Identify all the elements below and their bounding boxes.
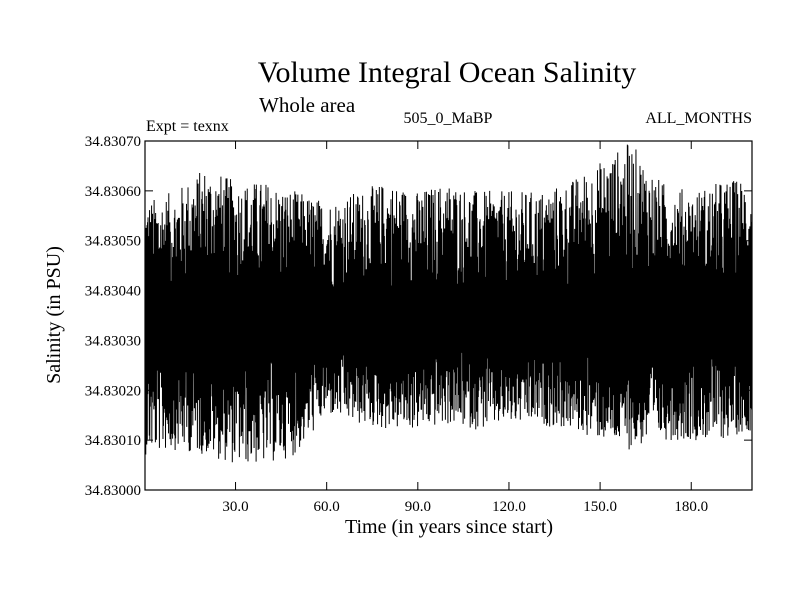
series-layer [144,144,753,463]
y-tick-label: 34.83030 [85,333,141,349]
y-tick-label: 34.83010 [85,433,141,449]
annotation-center: 505_0_MaBP [404,110,493,127]
y-tick-label: 34.83050 [85,234,141,250]
x-tick-label: 180.0 [674,499,708,515]
y-tick-label: 34.83060 [85,184,141,200]
y-tick-label: 34.83040 [85,284,141,300]
chart-title: Volume Integral Ocean Salinity [258,56,637,89]
y-tick-label: 34.83000 [85,483,141,499]
x-tick-label: 150.0 [583,499,617,515]
annotation-right: ALL_MONTHS [645,110,752,127]
y-axis-label: Salinity (in PSU) [43,246,65,384]
annotation-left: Expt = texnx [146,118,229,135]
y-tick-label: 34.83070 [85,134,141,150]
plot-frame [144,140,753,491]
ticks-layer: 30.0 60.0 90.0 120.0 150.0 180.0 34.83000 34.83… [85,134,752,515]
x-tick-label: 60.0 [314,499,340,515]
chart-subtitle: Whole area [259,93,356,117]
x-tick-label: 90.0 [405,499,431,515]
y-tick-label: 34.83020 [85,383,141,399]
x-axis-label: Time (in years since start) [345,516,553,538]
x-tick-label: 120.0 [492,499,526,515]
x-tick-label: 30.0 [222,499,248,515]
salinity-series-line [144,144,753,463]
